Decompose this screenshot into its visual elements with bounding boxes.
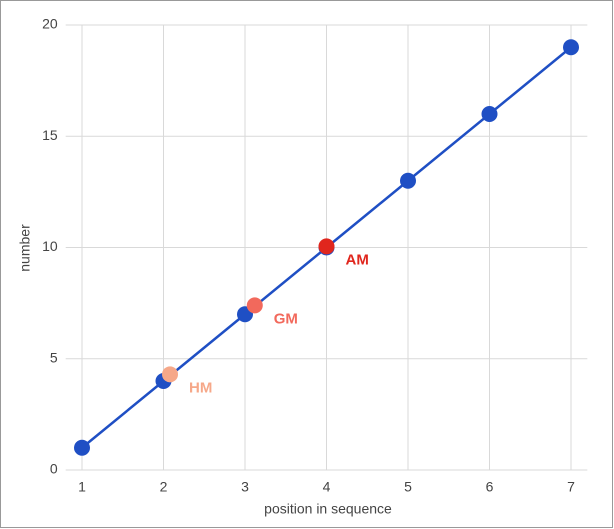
y-tick-label: 5 [50, 349, 58, 365]
y-tick-label: 15 [42, 127, 58, 143]
point [481, 106, 498, 122]
x-tick-label: 4 [323, 479, 331, 495]
point [74, 439, 90, 456]
highlight-point [318, 238, 335, 255]
point [563, 39, 579, 56]
x-tick-label: 1 [78, 479, 86, 495]
x-tick-label: 6 [486, 479, 494, 495]
point [400, 172, 416, 189]
x-axis-label: position in sequence [264, 501, 392, 517]
x-tick-label: 7 [567, 479, 575, 495]
highlight-point [162, 366, 179, 383]
point-label: HM [189, 379, 212, 396]
x-tick-label: 5 [404, 479, 412, 495]
y-axis-label: number [17, 224, 33, 272]
y-tick-label: 0 [50, 461, 58, 477]
point-label: AM [346, 251, 369, 268]
x-tick-label: 2 [160, 479, 168, 495]
highlight-point [246, 297, 263, 314]
point-label: GM [274, 310, 298, 327]
y-tick-label: 10 [42, 238, 58, 254]
y-tick-label: 20 [42, 16, 58, 32]
x-tick-label: 3 [241, 479, 249, 495]
